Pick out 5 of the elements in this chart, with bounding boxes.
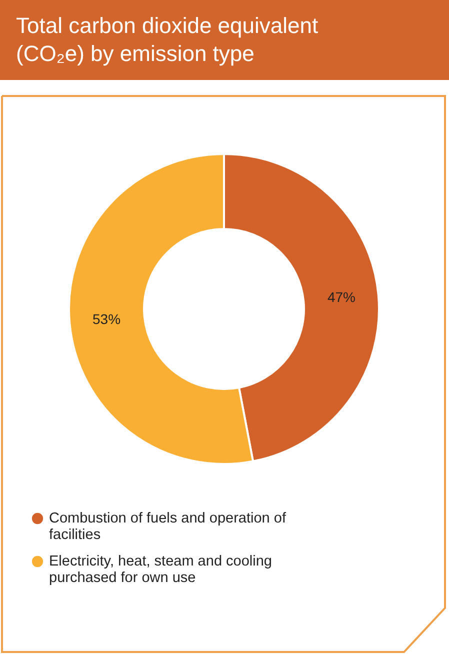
legend-label: Combustion of fuels and operation of facilities	[49, 510, 287, 543]
data-label: 47%	[327, 288, 356, 305]
data-label: 53%	[92, 311, 121, 328]
chart-title: Total carbon dioxide equivalent (CO₂e) by emission type	[0, 0, 449, 80]
legend-label: Electricity, heat, steam and cooling purchased for own use	[49, 554, 272, 586]
